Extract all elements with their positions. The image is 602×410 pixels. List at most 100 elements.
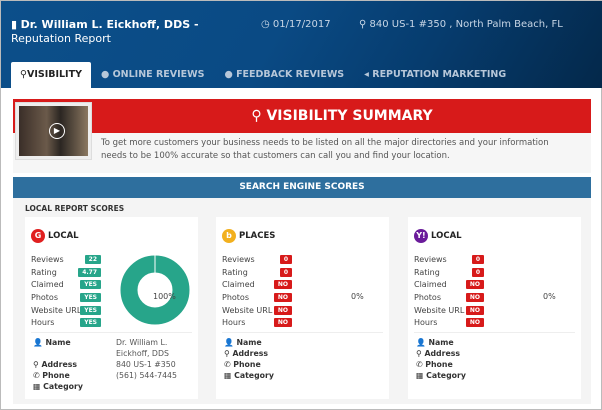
visibility-summary-text: To get more customers your business need… (13, 133, 591, 173)
score-row-photos: Photos NO (222, 292, 292, 305)
tab-visibility[interactable]: ⚲VISIBILITY (11, 62, 91, 88)
score-row-claimed: Claimed NO (414, 279, 484, 292)
hours-badge: NO (465, 318, 484, 328)
search-engine-logo-icon: b (222, 229, 236, 243)
claimed-badge: NO (273, 280, 292, 290)
tab-bar: ⚲VISIBILITY ● ONLINE REVIEWS ● FEEDBACK … (11, 62, 516, 88)
photos-badge: NO (273, 293, 292, 303)
phone-icon: ▮ (11, 18, 18, 31)
visibility-summary-banner: ⚲ VISIBILITY SUMMARY (13, 99, 591, 133)
website-badge: NO (465, 305, 484, 315)
claimed-badge: NO (465, 280, 484, 290)
info-name: 👤 Name (224, 338, 262, 347)
info-address: ⚲ Address (224, 349, 269, 358)
tab-feedback-reviews[interactable]: ● FEEDBACK REVIEWS (224, 69, 345, 80)
info-phone: ✆ Phone (416, 360, 453, 369)
address-icon: ⚲ (416, 349, 422, 358)
card-header: Y! LOCAL (414, 229, 462, 243)
rating-badge: 0 (471, 267, 484, 277)
rating-badge: 4.77 (78, 267, 101, 277)
divider (414, 332, 575, 333)
score-row-website: Website URL NO (222, 305, 292, 318)
score-row-hours: Hours YES (31, 317, 101, 330)
score-row-photos: Photos NO (414, 292, 484, 305)
globe-icon: ● (100, 69, 110, 80)
info-phone: ✆ Phone (224, 360, 261, 369)
map-marker-icon: ⚲ (251, 108, 262, 124)
listing-card: G LOCAL Reviews 22 Rating 4.77 Claimed YES Photo… (25, 217, 198, 399)
score-row-hours: Hours NO (414, 317, 484, 330)
score-percent: 100% (153, 292, 176, 301)
map-marker-icon: ⚲ (359, 19, 367, 30)
address-icon: ⚲ (33, 360, 39, 369)
divider (31, 332, 192, 333)
claimed-badge: YES (80, 280, 101, 290)
website-badge: NO (273, 305, 292, 315)
score-row-reviews: Reviews 0 (222, 254, 292, 267)
score-row-claimed: Claimed NO (222, 279, 292, 292)
score-donut-chart (120, 255, 190, 325)
category-icon: ▦ (416, 371, 424, 380)
card-header: G LOCAL (31, 229, 79, 243)
report-header: ▮ Dr. William L. Eickhoff, DDS - Reputat… (1, 1, 602, 88)
reviews-badge: 22 (84, 255, 101, 264)
hours-badge: YES (80, 318, 101, 328)
phone-icon: ✆ (224, 360, 231, 369)
info-phone: ✆ Phone (561) 544-7445 (33, 371, 177, 380)
report-title: ▮ Dr. William L. Eickhoff, DDS - Reputat… (11, 18, 199, 45)
score-row-photos: Photos YES (31, 292, 101, 305)
clock-icon: ◷ (261, 19, 270, 30)
score-row-claimed: Claimed YES (31, 279, 101, 292)
photos-badge: NO (465, 293, 484, 303)
rating-badge: 0 (279, 267, 292, 277)
local-report-section: LOCAL REPORT SCORES G LOCAL Reviews 22 Ratin… (13, 198, 591, 404)
phone-icon: ✆ (33, 371, 40, 380)
info-name: 👤 Name Dr. William L. Eickhoff, DDS (33, 338, 169, 358)
tab-online-reviews[interactable]: ● ONLINE REVIEWS (100, 69, 205, 80)
search-engine-logo-icon: G (31, 229, 45, 243)
reviews-badge: 0 (279, 255, 292, 264)
info-address: ⚲ Address (416, 349, 461, 358)
info-address: ⚲ Address 840 US-1 #350 (33, 360, 176, 369)
score-row-rating: Rating 0 (222, 267, 292, 280)
business-address: ⚲ 840 US-1 #350 , North Palm Beach, FL (359, 19, 563, 30)
score-row-rating: Rating 4.77 (31, 267, 101, 280)
photos-badge: YES (80, 293, 101, 303)
info-name: 👤 Name (416, 338, 454, 347)
score-row-website: Website URL YES (31, 305, 101, 318)
hours-badge: NO (273, 318, 292, 328)
name-icon: 👤 (224, 338, 234, 347)
reviews-badge: 0 (471, 255, 484, 264)
address-icon: ⚲ (224, 349, 230, 358)
score-row-reviews: Reviews 22 (31, 254, 101, 267)
tab-reputation-marketing[interactable]: ◂ REPUTATION MARKETING (364, 69, 507, 80)
bullhorn-icon: ◂ (364, 69, 369, 80)
name-icon: 👤 (416, 338, 426, 347)
score-percent: 0% (543, 292, 556, 301)
play-icon[interactable]: ▶ (49, 123, 65, 139)
score-row-reviews: Reviews 0 (414, 254, 484, 267)
name-icon: 👤 (33, 338, 43, 347)
listing-card: Y! LOCAL Reviews 0 Rating 0 Claimed NO Photos NO W… (408, 217, 581, 399)
card-header: b PLACES (222, 229, 275, 243)
score-row-hours: Hours NO (222, 317, 292, 330)
score-row-rating: Rating 0 (414, 267, 484, 280)
info-category: ▦ Category (224, 371, 274, 380)
score-percent: 0% (351, 292, 364, 301)
comment-icon: ● (224, 69, 233, 80)
listing-card: b PLACES Reviews 0 Rating 0 Claimed NO Photos NO W… (216, 217, 389, 399)
website-badge: YES (80, 305, 101, 315)
phone-icon: ✆ (416, 360, 423, 369)
search-engine-logo-icon: Y! (414, 229, 428, 243)
info-category: ▦ Category (33, 382, 83, 391)
category-icon: ▦ (33, 382, 41, 391)
info-category: ▦ Category (416, 371, 466, 380)
search-engine-scores-header: SEARCH ENGINE SCORES (13, 177, 591, 198)
category-icon: ▦ (224, 371, 232, 380)
divider (222, 332, 383, 333)
map-marker-icon: ⚲ (20, 69, 27, 80)
report-date: ◷ 01/17/2017 (261, 19, 331, 30)
section-title: LOCAL REPORT SCORES (25, 204, 125, 213)
score-row-website: Website URL NO (414, 305, 484, 318)
video-thumbnail[interactable]: ▶ (15, 102, 92, 160)
